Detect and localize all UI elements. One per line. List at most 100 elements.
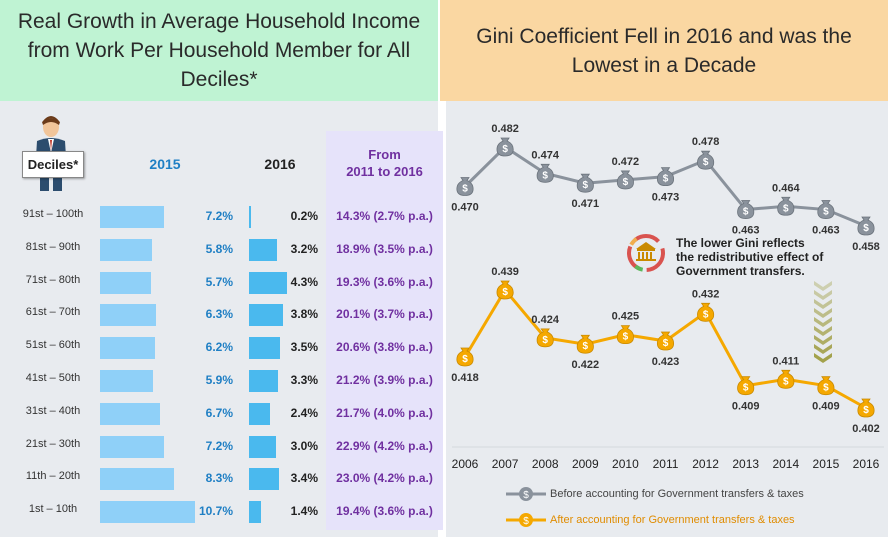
svg-text:$: $ [703,157,709,168]
value-2015: 5.9% [205,373,233,387]
decile-label: 41st – 50th [25,372,81,384]
bar-2016 [249,304,283,327]
money-bag-point-after: $ [697,302,715,322]
decile-row: 71st – 80th 5.7% 4.3% 19.3% (3.6% p.a.) [0,271,440,295]
money-bag-point-after: $ [737,376,755,396]
bar-2015 [100,468,174,491]
data-label: 0.458 [852,241,880,253]
data-label: 0.424 [531,314,559,326]
money-bag-point-after: $ [817,376,835,396]
money-bag-point-before: $ [857,216,875,236]
money-bag-point-before: $ [817,200,835,219]
bar-2016 [249,238,278,261]
svg-text:$: $ [823,383,829,394]
svg-text:$: $ [502,144,508,155]
value-2016: 3.5% [290,340,318,355]
svg-text:$: $ [743,383,749,394]
series-line-before [463,145,867,228]
col-header-from-line1: From [368,147,401,162]
legend-before: $ Before accounting for Government trans… [506,485,804,503]
right-title-banner: Gini Coefficient Fell in 2016 and was th… [440,0,888,101]
svg-text:$: $ [462,184,468,195]
government-building-icon [627,234,665,272]
svg-text:$: $ [583,341,589,352]
decile-label: 61st – 70th [25,306,81,319]
value-from-2011: 21.7% (4.0% p.a.) [336,405,433,420]
bar-2016 [249,206,251,228]
svg-text:$: $ [663,338,669,349]
money-bag-point-before: $ [777,196,795,216]
x-tick-label: 2009 [572,457,599,471]
bar-2016 [249,337,281,360]
left-title-banner: Real Growth in Average Household Income … [0,0,438,101]
svg-text:$: $ [462,354,468,365]
value-from-2011: 20.1% (3.7% p.a.) [336,307,433,322]
money-bag-point-after: $ [616,325,634,345]
value-from-2011: 23.0% (4.2% p.a.) [336,471,433,486]
decile-row: 11th – 20th 8.3% 3.4% 23.0% (4.2% p.a.) [0,467,440,491]
money-bag-point-before: $ [737,200,755,219]
decile-row: 41st – 50th 5.9% 3.3% 21.2% (3.9% p.a.) [0,369,440,393]
data-label: 0.463 [812,225,840,237]
value-from-2011: 19.3% (3.6% p.a.) [336,274,433,289]
x-tick-label: 2013 [732,457,759,471]
col-header-from-2011: From 2011 to 2016 [326,146,443,180]
value-from-2011: 19.4% (3.6% p.a.) [336,504,433,519]
data-label: 0.464 [772,182,800,194]
deciles-label: Deciles* [22,151,84,178]
bar-2015 [100,435,165,458]
svg-text:$: $ [623,332,629,343]
value-2015: 6.7% [205,405,233,420]
bar-2015 [100,238,152,261]
value-2015: 6.3% [205,307,233,322]
svg-text:$: $ [523,490,529,501]
svg-text:$: $ [542,170,548,181]
x-tick-label: 2015 [813,457,840,471]
value-from-2011: 18.9% (3.5% p.a.) [336,241,433,256]
bar-2016 [249,370,279,392]
bar-2015 [100,271,151,294]
data-label: 0.418 [451,372,479,384]
decile-label: 81st – 90th [25,240,81,253]
svg-text:$: $ [523,516,529,527]
decile-row: 1st – 10th 10.7% 1.4% 19.4% (3.6% p.a.) [0,500,440,524]
data-label: 0.409 [812,401,840,413]
bar-2016 [249,501,262,524]
svg-text:$: $ [623,177,629,188]
legend-before-label: Before accounting for Government transfe… [550,488,804,500]
left-chart-title: Real Growth in Average Household Income … [17,10,421,91]
data-label: 0.439 [491,266,519,278]
decile-label: 71st – 80th [25,273,81,286]
decile-row: 61st – 70th 6.3% 3.8% 20.1% (3.7% p.a.) [0,303,440,327]
data-label: 0.463 [732,225,760,237]
legend-after-swatch: $ [506,513,546,527]
money-bag-point-after: $ [857,398,875,418]
value-2015: 10.7% [198,504,233,519]
svg-text:$: $ [743,207,749,218]
data-label: 0.471 [572,198,600,210]
money-bag-point-before: $ [616,170,634,190]
data-label: 0.423 [652,356,680,368]
value-2016: 3.0% [290,438,318,453]
col-header-2016: 2016 [264,156,296,172]
decile-label: 31st – 40th [25,404,81,417]
money-bag-point-before: $ [656,167,675,187]
data-label: 0.472 [612,156,640,168]
legend-after-label: After accounting for Government transfer… [550,514,795,526]
decile-row: 91st – 100th 7.2% 0.2% 14.3% (2.7% p.a.) [0,205,440,229]
value-2016: 3.3% [290,373,318,387]
legend-after: $ After accounting for Government transf… [506,511,795,529]
value-2015: 8.3% [205,471,233,486]
value-2016: 4.3% [290,274,318,289]
value-2016: 3.8% [290,307,318,322]
bar-2015 [100,206,165,228]
svg-text:$: $ [783,203,789,214]
decile-label: 11th – 20th [25,470,81,483]
decile-row: 81st – 90th 5.8% 3.2% 18.9% (3.5% p.a.) [0,238,440,262]
svg-text:$: $ [583,180,589,191]
money-bag-point-after: $ [777,369,795,389]
value-2015: 7.2% [205,209,233,223]
x-tick-label: 2007 [492,457,519,471]
decile-row: 51st – 60th 6.2% 3.5% 20.6% (3.8% p.a.) [0,336,440,360]
